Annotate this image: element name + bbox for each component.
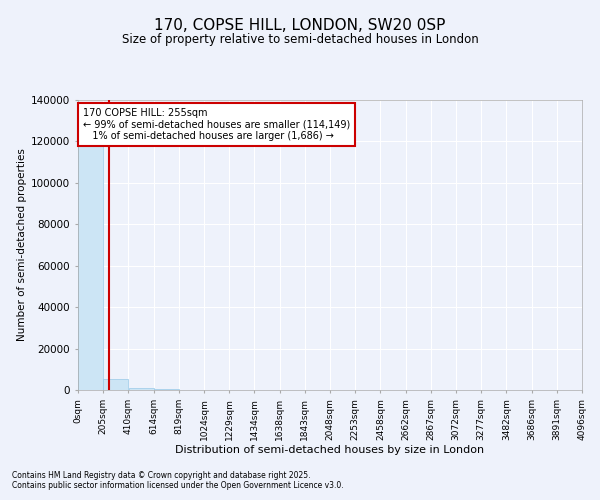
Text: Contains HM Land Registry data © Crown copyright and database right 2025.
Contai: Contains HM Land Registry data © Crown c… <box>12 470 344 490</box>
Text: Size of property relative to semi-detached houses in London: Size of property relative to semi-detach… <box>122 32 478 46</box>
Y-axis label: Number of semi-detached properties: Number of semi-detached properties <box>17 148 27 342</box>
Text: 170, COPSE HILL, LONDON, SW20 0SP: 170, COPSE HILL, LONDON, SW20 0SP <box>154 18 446 32</box>
X-axis label: Distribution of semi-detached houses by size in London: Distribution of semi-detached houses by … <box>175 446 485 456</box>
Bar <box>128 388 154 390</box>
Bar <box>78 120 103 390</box>
Bar <box>103 379 128 390</box>
Text: 170 COPSE HILL: 255sqm
← 99% of semi-detached houses are smaller (114,149)
   1%: 170 COPSE HILL: 255sqm ← 99% of semi-det… <box>83 108 350 142</box>
